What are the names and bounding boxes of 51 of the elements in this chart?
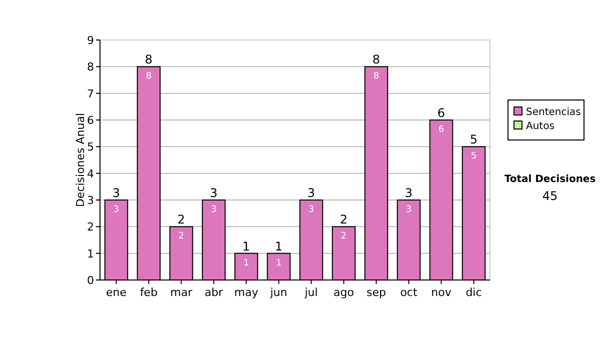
data-label: 3 (210, 205, 217, 215)
total-label: 8 (144, 52, 153, 67)
x-tick-label: sep (366, 286, 386, 299)
x-tick-label: may (234, 286, 259, 299)
data-label: 8 (146, 72, 152, 82)
data-label: 5 (470, 152, 477, 162)
x-tick-label: jun (269, 286, 288, 299)
y-tick-label: 3 (87, 194, 94, 207)
total-label: 3 (210, 186, 218, 200)
x-tick-label: feb (140, 286, 158, 299)
total-label: 3 (112, 186, 120, 200)
x-tick-label: nov (431, 286, 452, 299)
total-label: 1 (274, 239, 283, 254)
y-tick-label: 8 (87, 60, 94, 74)
text: 45 (542, 189, 558, 203)
data-label: 2 (340, 232, 347, 242)
data-label: 2 (178, 232, 184, 242)
y-tick-label: 9 (87, 34, 94, 47)
y-tick-label: 2 (87, 220, 94, 234)
y-tick-label: 1 (87, 247, 94, 260)
y-tick-label: 6 (87, 114, 94, 127)
total-label: 1 (242, 239, 250, 254)
y-tick-label: 0 (87, 274, 94, 287)
total-label: 2 (340, 212, 348, 227)
x-tick-label: jul (304, 286, 318, 299)
y-tick-label: 7 (87, 87, 94, 100)
x-tick-label: abr (204, 286, 224, 299)
x-tick-label: mar (170, 286, 193, 299)
legend-label: Autos (526, 121, 554, 132)
x-tick-label: ago (334, 286, 354, 299)
y-axis-title: Decisiones Anual (74, 112, 87, 208)
total-label: 6 (437, 106, 446, 120)
data-label: 3 (406, 205, 412, 215)
total-label: 2 (177, 212, 186, 227)
x-tick-label: dic (466, 286, 482, 299)
data-label: 3 (113, 205, 120, 215)
x-tick-label: oct (400, 286, 418, 299)
data-label: 8 (373, 72, 380, 82)
data-label: 1 (243, 258, 250, 268)
text: Total Decisiones (504, 174, 596, 185)
total-label: 3 (307, 186, 316, 200)
x-tick-label: ene (106, 286, 127, 299)
total-label: 3 (404, 186, 413, 200)
y-tick-label: 4 (87, 167, 94, 180)
total-label: 5 (470, 132, 478, 147)
data-label: 3 (308, 205, 314, 215)
data-label: 6 (438, 125, 444, 135)
data-label: 1 (276, 258, 282, 268)
total-label: 8 (372, 52, 380, 67)
y-tick-label: 5 (87, 140, 94, 154)
legend-label: Sentencias (526, 107, 581, 118)
